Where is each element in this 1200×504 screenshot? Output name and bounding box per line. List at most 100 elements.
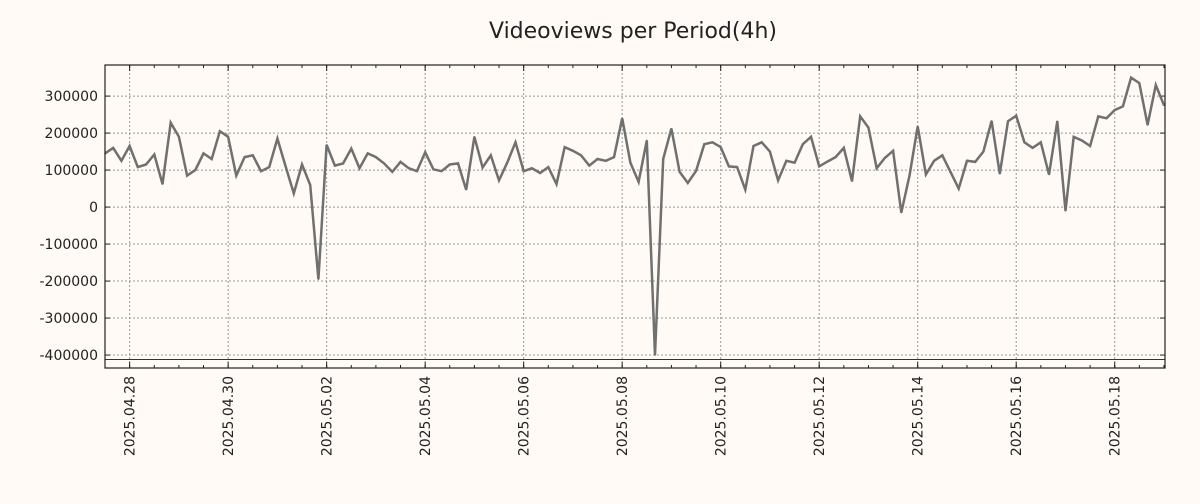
data-point [810, 135, 812, 138]
data-point [752, 145, 755, 147]
data-point [178, 135, 180, 138]
data-point [522, 170, 525, 172]
data-point [966, 160, 968, 162]
data-point [120, 160, 123, 162]
data-point [186, 174, 188, 177]
data-point [284, 165, 287, 168]
data-point [974, 161, 976, 163]
x-tick-label: 2025.05.16 [1009, 376, 1025, 456]
data-point [514, 141, 517, 144]
data-point [900, 211, 903, 214]
data-point [793, 161, 796, 164]
data-point [998, 172, 1001, 175]
data-point [916, 125, 919, 128]
x-tick-label: 2025.05.14 [911, 376, 927, 456]
y-tick-label: -400000 [40, 348, 99, 364]
chart-title: Videoviews per Period(4h) [489, 19, 777, 44]
data-point [1031, 147, 1034, 149]
y-tick-label: -100000 [40, 237, 99, 253]
data-point [210, 158, 213, 160]
data-point [621, 117, 623, 120]
data-point [1081, 139, 1083, 142]
series-layer [104, 75, 1166, 360]
data-point [1163, 104, 1165, 107]
data-point [777, 179, 779, 182]
data-point [957, 187, 960, 190]
data-point [1130, 76, 1132, 79]
x-tick-label: 2025.05.04 [418, 376, 434, 456]
data-point [153, 153, 156, 156]
data-point [892, 150, 894, 152]
data-point [161, 183, 164, 185]
data-point [670, 127, 673, 130]
data-point [555, 183, 558, 185]
data-point [711, 141, 714, 144]
data-point [678, 171, 681, 173]
data-point [391, 171, 394, 173]
data-point [293, 192, 295, 195]
data-point [875, 167, 878, 170]
data-point [703, 143, 706, 145]
data-point [1097, 115, 1100, 118]
data-point [498, 179, 500, 182]
data-point [268, 166, 270, 168]
data-point [908, 174, 911, 177]
data-point [473, 135, 476, 138]
data-point [448, 163, 451, 166]
data-point [128, 145, 131, 147]
data-point [604, 160, 607, 162]
data-point [202, 152, 205, 155]
data-point [785, 160, 788, 162]
data-point [760, 141, 763, 144]
data-point [982, 150, 985, 153]
data-point [637, 181, 640, 183]
data-point [1072, 135, 1075, 138]
data-point [317, 278, 320, 281]
data-point [457, 162, 459, 165]
data-point [801, 143, 804, 145]
data-point [276, 137, 279, 140]
data-point [531, 167, 533, 170]
data-point [851, 180, 853, 182]
data-point [342, 162, 344, 165]
data-point [662, 158, 665, 160]
data-point [1015, 114, 1018, 117]
data-point [539, 172, 541, 174]
data-point [194, 169, 197, 171]
data-point [301, 163, 303, 166]
data-point [588, 164, 591, 167]
grid [105, 65, 1165, 368]
data-point [383, 162, 385, 165]
data-point [407, 167, 410, 170]
y-tick-label: 300000 [45, 89, 98, 105]
data-point [227, 135, 229, 138]
data-point [736, 166, 738, 168]
data-point [137, 166, 139, 168]
data-point [358, 167, 361, 170]
data-point [399, 161, 402, 163]
data-point [580, 154, 582, 157]
data-point [834, 156, 837, 158]
data-point [219, 130, 221, 133]
axis-ticks: 300000 200000 100000 0 -100000 -200000 -300000… [40, 65, 1165, 456]
data-point [646, 139, 648, 142]
data-point [235, 174, 238, 177]
y-tick-label: 100000 [45, 163, 98, 179]
data-point [169, 121, 172, 124]
y-tick-label: -200000 [40, 274, 99, 290]
x-tick-label: 2025.05.18 [1108, 376, 1124, 456]
data-point [1040, 141, 1042, 144]
plot-frame [104, 64, 1166, 369]
data-point [432, 168, 435, 171]
data-point [1154, 84, 1157, 86]
data-point [925, 173, 927, 176]
data-point [440, 170, 443, 172]
data-point [990, 120, 993, 122]
data-point [843, 147, 845, 149]
data-point [695, 170, 697, 172]
data-point [260, 170, 262, 172]
x-tick-label: 2025.04.30 [221, 376, 237, 456]
data-point [941, 154, 944, 157]
